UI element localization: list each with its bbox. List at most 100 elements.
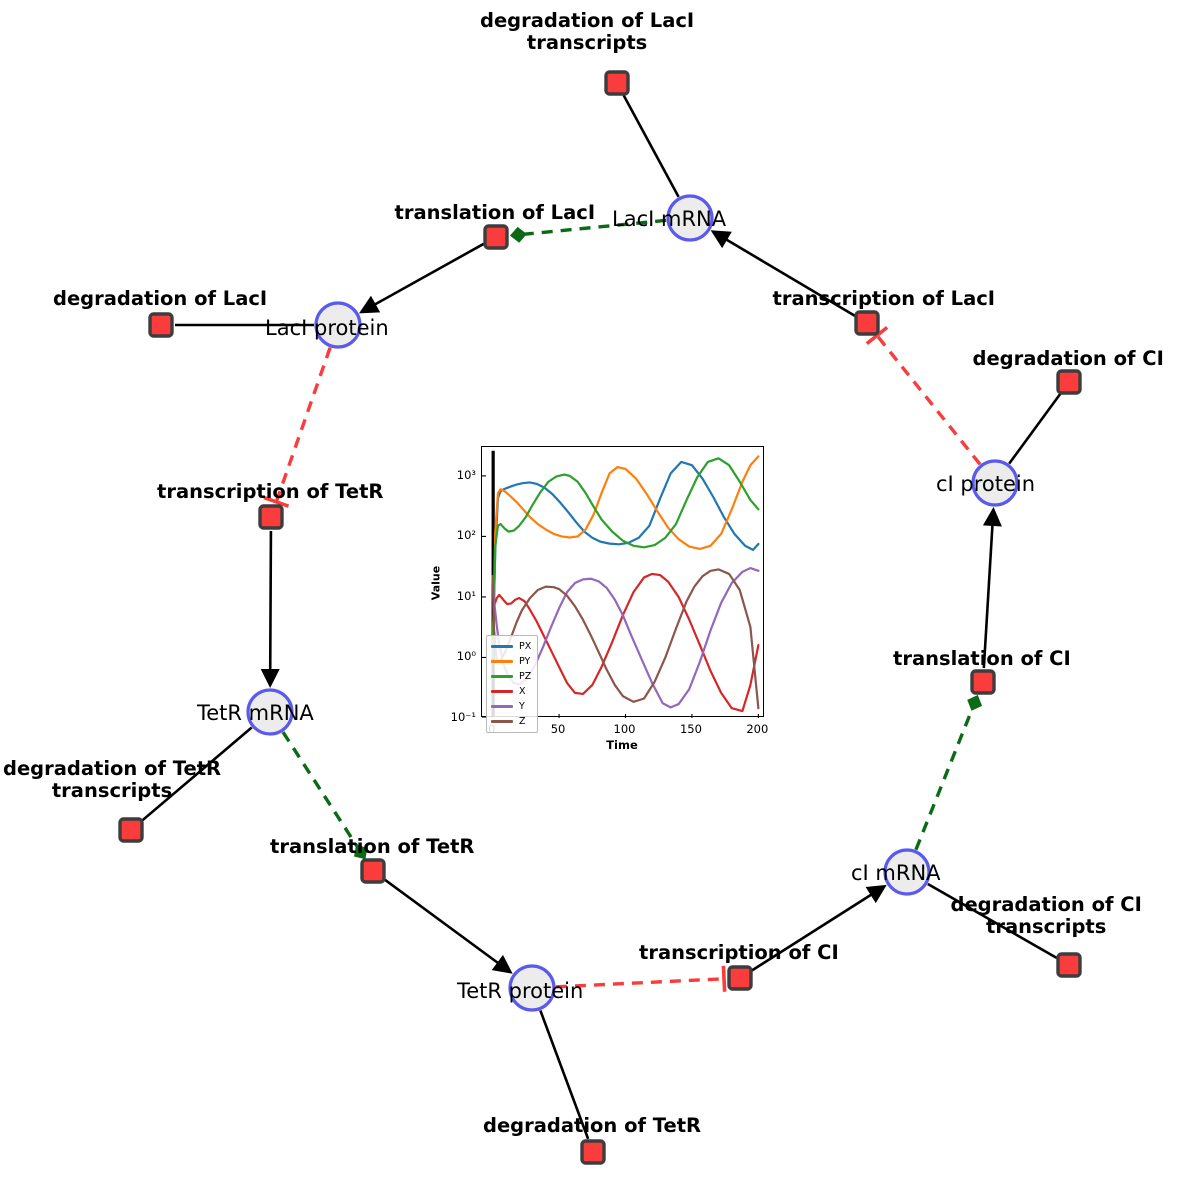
reaction-label-transcription_tetr: transcription of TetR	[157, 481, 383, 503]
plot-x-tick: 100	[613, 722, 636, 736]
legend-item-PY: PY	[491, 654, 531, 669]
legend-swatch	[491, 705, 513, 708]
edge-inhibition	[274, 347, 332, 502]
reaction-label-line: transcripts	[51, 778, 173, 802]
edge-consumption	[622, 94, 680, 198]
edge-inhibition	[876, 335, 982, 466]
plot-x-axis-label: Time	[606, 738, 638, 752]
reaction-label-line: transcription of LacI	[772, 287, 996, 310]
legend-item-X: X	[491, 684, 531, 699]
edge-production	[268, 530, 273, 674]
arrowhead-inhibition	[865, 325, 889, 346]
reaction-node-translation_laci[interactable]	[483, 224, 509, 250]
reaction-node-deg_laci[interactable]	[148, 312, 174, 338]
plot-y-tick: 10²	[456, 528, 476, 543]
edge-consumption	[140, 726, 253, 822]
arrowhead-production	[358, 295, 381, 314]
legend-swatch	[491, 720, 513, 723]
edge-production	[722, 236, 856, 317]
legend-label: Z	[519, 715, 526, 727]
edge-production	[371, 242, 485, 308]
reaction-label-deg_ci: degradation of CI	[973, 348, 1164, 370]
reaction-label-line: translation of TetR	[270, 835, 475, 858]
edge-consumption	[1008, 392, 1062, 465]
legend-label: PY	[519, 655, 531, 667]
reaction-label-line: transcription of CI	[639, 941, 839, 964]
reaction-node-transcription_laci[interactable]	[854, 310, 880, 336]
reaction-node-deg_ci[interactable]	[1056, 369, 1082, 395]
species-label-laci_mrna: LacI mRNA	[612, 207, 727, 231]
reaction-label-line: degradation of CI	[972, 347, 1164, 370]
species-label-laci_protein: LacI protein	[265, 316, 389, 340]
edge-catalysis	[522, 218, 667, 237]
plot-series-PZ	[491, 457, 760, 659]
arrowhead-catalysis	[509, 226, 527, 243]
arrowhead-production	[491, 954, 513, 974]
reaction-node-transcription_tetr[interactable]	[258, 504, 284, 530]
arrowhead-production	[982, 506, 1002, 527]
reaction-label-translation_laci: translation of LacI	[395, 202, 596, 224]
edge-consumption	[539, 1010, 590, 1140]
reaction-label-translation_tetr: translation of TetR	[270, 836, 474, 858]
species-node-laci_mrna[interactable]	[666, 194, 714, 242]
arrowhead-catalysis	[354, 844, 368, 860]
reaction-node-translation_ci[interactable]	[970, 669, 996, 695]
reaction-label-deg_ci_transcripts: degradation of CI transcripts	[951, 894, 1142, 938]
reaction-node-deg_tetr_transcripts[interactable]	[118, 817, 144, 843]
species-node-laci_protein[interactable]	[314, 301, 362, 349]
plot-x-tick: 150	[679, 722, 702, 736]
reaction-label-translation_ci: translation of CI	[893, 648, 1071, 670]
edge-inhibition	[555, 977, 724, 989]
legend-swatch	[491, 645, 513, 648]
reaction-label-deg_laci: degradation of LacI	[53, 288, 267, 310]
species-node-tetr_protein[interactable]	[508, 964, 556, 1012]
plot-x-tick: 50	[550, 722, 566, 736]
plot-y-tick: 10⁰	[456, 649, 476, 664]
reaction-label-line: translation of LacI	[394, 201, 596, 224]
reaction-label-deg_laci_transcripts: degradation of LacI transcripts	[480, 10, 694, 54]
reaction-node-transcription_ci[interactable]	[727, 965, 753, 991]
reaction-label-line: transcription of TetR	[157, 480, 384, 503]
reaction-label-line: transcripts	[526, 30, 648, 54]
reaction-label-transcription_laci: transcription of LacI	[773, 288, 996, 310]
plot-series-Z	[491, 568, 760, 710]
reaction-node-deg_tetr[interactable]	[580, 1139, 606, 1165]
legend-item-Z: Z	[491, 714, 531, 729]
edge-production	[982, 521, 994, 669]
plot-series-PX	[491, 460, 760, 659]
arrowhead-production	[260, 668, 280, 689]
edge-production	[383, 878, 502, 966]
legend-item-Y: Y	[491, 699, 531, 714]
legend-label: PZ	[519, 670, 532, 682]
legend-swatch	[491, 675, 513, 678]
arrowhead-production	[865, 884, 887, 904]
plot-y-tick: 10¹	[456, 588, 476, 603]
reaction-label-line: degradation of LacI	[53, 287, 268, 310]
species-node-tetr_mrna[interactable]	[246, 688, 294, 736]
reaction-label-line: degradation of TetR	[483, 1114, 702, 1137]
species-node-ci_mrna[interactable]	[883, 848, 931, 896]
species-label-ci_mrna: cI mRNA	[851, 861, 941, 885]
reaction-label-line: degradation of LacI	[480, 9, 695, 32]
reaction-label-deg_tetr: degradation of TetR	[483, 1115, 701, 1137]
plot-series-PY	[491, 455, 760, 659]
arrowhead-inhibition	[263, 495, 290, 508]
arrowhead-catalysis	[967, 694, 983, 711]
species-label-ci_protein: cI protein	[936, 472, 1036, 496]
reaction-node-deg_laci_transcripts[interactable]	[604, 70, 630, 96]
plot-y-tick: 10³	[456, 467, 476, 482]
legend-label: Y	[519, 700, 525, 712]
reaction-node-translation_tetr[interactable]	[360, 858, 386, 884]
reaction-label-transcription_ci: transcription of CI	[639, 942, 839, 964]
reaction-label-line: degradation of TetR	[3, 757, 222, 780]
legend-label: X	[519, 685, 526, 697]
plot-x-tick: 200	[746, 722, 769, 736]
edge-production	[751, 891, 875, 972]
legend-item-PX: PX	[491, 639, 531, 654]
reaction-node-deg_ci_transcripts[interactable]	[1056, 952, 1082, 978]
plot-legend: PX PY PZ X Y Z	[486, 635, 539, 733]
legend-swatch	[491, 690, 513, 693]
species-node-ci_protein[interactable]	[971, 459, 1019, 507]
